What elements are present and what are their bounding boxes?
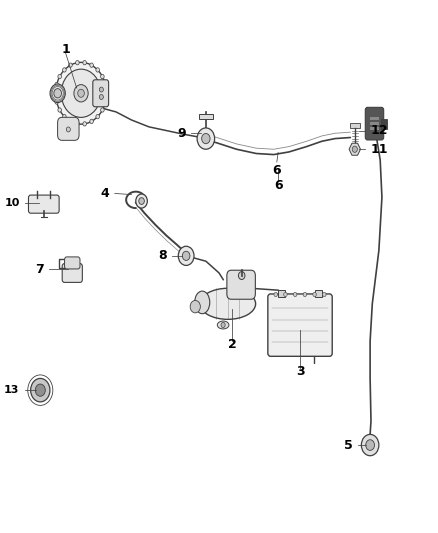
Circle shape xyxy=(58,75,61,79)
Text: 6: 6 xyxy=(274,179,283,191)
Circle shape xyxy=(69,119,72,124)
Circle shape xyxy=(50,84,65,102)
FancyBboxPatch shape xyxy=(93,80,109,107)
Circle shape xyxy=(90,119,93,124)
Circle shape xyxy=(182,251,190,261)
Text: 7: 7 xyxy=(35,263,44,276)
FancyBboxPatch shape xyxy=(28,195,59,213)
Text: 3: 3 xyxy=(296,365,304,378)
Circle shape xyxy=(83,61,86,65)
Circle shape xyxy=(136,194,147,208)
Circle shape xyxy=(101,75,104,79)
Text: 8: 8 xyxy=(158,249,166,262)
Circle shape xyxy=(58,108,61,112)
FancyBboxPatch shape xyxy=(64,257,80,269)
Circle shape xyxy=(69,63,72,67)
Text: 5: 5 xyxy=(344,439,353,451)
FancyBboxPatch shape xyxy=(62,264,82,282)
Circle shape xyxy=(76,122,79,126)
Circle shape xyxy=(35,384,45,396)
Bar xyxy=(381,118,387,129)
Circle shape xyxy=(54,88,61,98)
Text: 6: 6 xyxy=(272,164,281,176)
Circle shape xyxy=(105,91,108,95)
Text: 13: 13 xyxy=(4,385,19,395)
Circle shape xyxy=(104,83,107,87)
Circle shape xyxy=(178,246,194,265)
Circle shape xyxy=(238,272,245,279)
FancyBboxPatch shape xyxy=(227,270,255,299)
Circle shape xyxy=(83,122,86,126)
Text: 11: 11 xyxy=(370,143,388,156)
Circle shape xyxy=(66,127,71,132)
Circle shape xyxy=(63,68,66,72)
Bar xyxy=(350,123,360,128)
Bar xyxy=(370,127,379,130)
Text: 1: 1 xyxy=(61,43,70,56)
Circle shape xyxy=(99,87,103,92)
Circle shape xyxy=(74,85,88,102)
Text: 4: 4 xyxy=(101,187,110,200)
Bar xyxy=(370,117,379,120)
Ellipse shape xyxy=(217,321,229,329)
Ellipse shape xyxy=(194,291,210,314)
FancyBboxPatch shape xyxy=(365,107,384,140)
FancyBboxPatch shape xyxy=(58,117,79,140)
Circle shape xyxy=(78,89,85,98)
Circle shape xyxy=(201,133,210,144)
Polygon shape xyxy=(349,143,360,155)
Circle shape xyxy=(221,322,225,328)
Bar xyxy=(314,290,321,297)
Circle shape xyxy=(190,301,200,313)
Text: 12: 12 xyxy=(370,124,388,137)
Circle shape xyxy=(197,128,215,149)
Circle shape xyxy=(96,115,99,119)
Circle shape xyxy=(61,69,101,117)
Text: 9: 9 xyxy=(177,127,186,140)
Circle shape xyxy=(90,63,93,67)
Circle shape xyxy=(63,115,66,119)
Circle shape xyxy=(55,100,58,104)
Circle shape xyxy=(313,292,316,296)
Circle shape xyxy=(31,378,50,402)
Circle shape xyxy=(99,94,103,100)
Bar xyxy=(279,290,286,297)
Circle shape xyxy=(76,61,79,65)
Circle shape xyxy=(139,198,145,205)
Text: 2: 2 xyxy=(228,338,237,351)
Circle shape xyxy=(303,292,307,296)
Circle shape xyxy=(54,91,57,95)
Circle shape xyxy=(274,292,278,296)
Circle shape xyxy=(101,108,104,112)
FancyBboxPatch shape xyxy=(268,294,332,356)
Circle shape xyxy=(56,62,106,124)
Bar xyxy=(199,114,213,119)
Circle shape xyxy=(352,146,357,152)
Circle shape xyxy=(293,292,297,296)
Circle shape xyxy=(104,100,107,104)
Ellipse shape xyxy=(200,288,256,319)
Circle shape xyxy=(96,68,99,72)
Circle shape xyxy=(366,440,374,450)
Circle shape xyxy=(284,292,287,296)
Circle shape xyxy=(55,83,58,87)
Text: 10: 10 xyxy=(4,198,20,207)
Bar xyxy=(370,122,379,125)
Circle shape xyxy=(322,292,326,296)
Circle shape xyxy=(361,434,379,456)
